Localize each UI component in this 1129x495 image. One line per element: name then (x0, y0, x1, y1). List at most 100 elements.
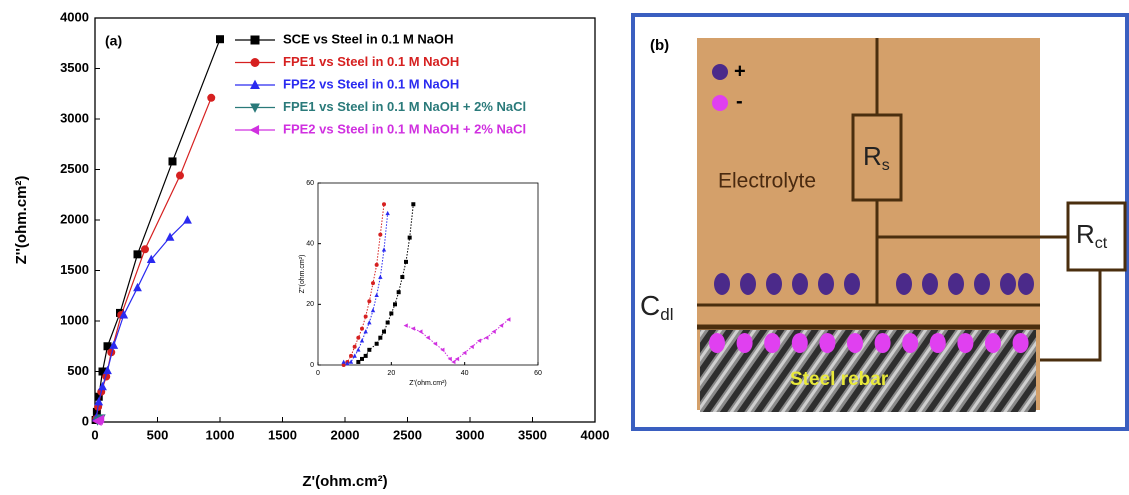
anion (792, 273, 808, 295)
legend-plus: + (734, 60, 746, 82)
y-axis-label: Z''(ohm.cm²) (13, 176, 30, 265)
legend-label: FPE2 vs Steel in 0.1 M NaOH + 2% NaCl (283, 121, 526, 136)
marker (378, 336, 382, 340)
marker (386, 321, 390, 325)
y-tick-label: 60 (306, 180, 314, 187)
marker (353, 345, 357, 349)
cation (847, 333, 863, 353)
electrolyte-label: Electrolyte (718, 170, 816, 193)
marker (134, 250, 142, 258)
cdl-sub: dl (660, 305, 673, 324)
x-tick-label: 2000 (331, 427, 360, 442)
marker (371, 281, 375, 285)
marker (360, 357, 364, 361)
figure: 0500100015002000250030003500400005001000… (0, 0, 1129, 495)
x-tick-label: 2500 (393, 427, 422, 442)
marker (411, 202, 415, 206)
anion (896, 273, 912, 295)
cation (902, 333, 918, 353)
panel-label: (a) (105, 33, 122, 49)
cation (709, 333, 725, 353)
cation-icon (712, 95, 728, 111)
y-tick-label: 20 (306, 301, 314, 308)
marker (404, 260, 408, 264)
marker (364, 314, 368, 318)
legend-label: SCE vs Steel in 0.1 M NaOH (283, 31, 454, 46)
y-tick-label: 2500 (60, 161, 89, 176)
marker (216, 35, 224, 43)
anion (714, 273, 730, 295)
x-tick-label: 3500 (518, 427, 547, 442)
marker (393, 302, 397, 306)
marker (382, 330, 386, 334)
marker (382, 202, 386, 206)
y-tick-label: 0 (82, 413, 89, 428)
x-tick-label: 40 (461, 370, 469, 377)
cation (985, 333, 1001, 353)
cation (792, 333, 808, 353)
x-axis-label: Z'(ohm.cm²) (302, 473, 387, 490)
x-tick-label: 60 (534, 370, 542, 377)
x-tick-label: 0 (316, 370, 320, 377)
marker (169, 157, 177, 165)
anion (1018, 273, 1034, 295)
anion (740, 273, 756, 295)
diagram-panel: (b) + - Electrolyte Rs Rct Cdl Steel reb… (633, 15, 1127, 429)
x-tick-label: 1000 (206, 427, 235, 442)
cation (764, 333, 780, 353)
rs-main: R (863, 141, 882, 171)
x-tick-label: 20 (387, 370, 395, 377)
marker (360, 327, 364, 331)
anion (844, 273, 860, 295)
cation (819, 333, 835, 353)
y-tick-label: 3500 (60, 60, 89, 75)
y-tick-label: 0 (310, 362, 314, 369)
inset-chart: 0 20 40 60 0 20 40 60 Z'(ohm.cm²) Z''(ohm.cm²) (299, 180, 542, 387)
x-tick-label: 3000 (456, 427, 485, 442)
rct-main: R (1076, 219, 1095, 249)
marker (349, 354, 353, 358)
y-tick-label: 40 (306, 241, 314, 248)
anion (766, 273, 782, 295)
rct-sub: ct (1095, 235, 1108, 252)
rs-sub: s (882, 157, 890, 174)
marker (408, 236, 412, 240)
y-tick-label: 1000 (60, 312, 89, 327)
legend-label: FPE1 vs Steel in 0.1 M NaOH (283, 54, 459, 69)
legend-label: FPE1 vs Steel in 0.1 M NaOH + 2% NaCl (283, 99, 526, 114)
panel-label: (b) (650, 37, 669, 54)
legend-marker (251, 58, 260, 67)
marker (176, 172, 184, 180)
anion (974, 273, 990, 295)
cation (875, 333, 891, 353)
marker (141, 245, 149, 253)
anion (1000, 273, 1016, 295)
y-tick-label: 500 (67, 363, 89, 378)
marker (397, 290, 401, 294)
legend-marker (251, 36, 260, 45)
anion-icon (712, 64, 728, 80)
anion (818, 273, 834, 295)
x-axis-label: Z'(ohm.cm²) (409, 380, 447, 387)
marker (207, 94, 215, 102)
marker (375, 342, 379, 346)
marker (356, 336, 360, 340)
x-tick-label: 1500 (268, 427, 297, 442)
y-tick-label: 3000 (60, 110, 89, 125)
y-tick-label: 2000 (60, 211, 89, 226)
rebar-label: Steel rebar (790, 369, 889, 390)
marker (375, 263, 379, 267)
cdl-label: Cdl (640, 290, 673, 324)
x-tick-label: 500 (147, 427, 169, 442)
cdl-main: C (640, 290, 660, 321)
y-axis-label: Z''(ohm.cm²) (299, 255, 306, 294)
marker (400, 275, 404, 279)
marker (367, 299, 371, 303)
cation (957, 333, 973, 353)
cation (1013, 333, 1029, 353)
cation (930, 333, 946, 353)
legend-label: FPE2 vs Steel in 0.1 M NaOH (283, 76, 459, 91)
anion (948, 273, 964, 295)
marker (389, 311, 393, 315)
